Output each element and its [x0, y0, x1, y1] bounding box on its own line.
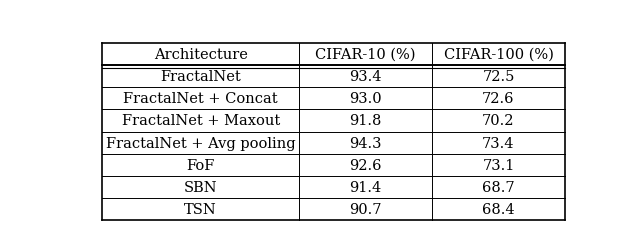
Text: 73.4: 73.4 — [482, 136, 515, 150]
Text: FractalNet + Concat: FractalNet + Concat — [124, 92, 278, 106]
Text: 91.8: 91.8 — [349, 114, 381, 128]
Text: FractalNet: FractalNet — [160, 70, 241, 84]
Text: 91.4: 91.4 — [349, 180, 381, 194]
Text: 72.6: 72.6 — [482, 92, 515, 106]
Text: FractalNet + Avg pooling: FractalNet + Avg pooling — [106, 136, 296, 150]
Text: TSN: TSN — [184, 202, 217, 216]
Text: Architecture: Architecture — [154, 48, 248, 62]
Text: 93.0: 93.0 — [349, 92, 381, 106]
Text: 68.4: 68.4 — [482, 202, 515, 216]
Text: 90.7: 90.7 — [349, 202, 381, 216]
Text: 92.6: 92.6 — [349, 158, 381, 172]
Text: 70.2: 70.2 — [482, 114, 515, 128]
Text: CIFAR-100 (%): CIFAR-100 (%) — [444, 48, 554, 62]
Text: 94.3: 94.3 — [349, 136, 381, 150]
Text: FoF: FoF — [186, 158, 215, 172]
Text: 93.4: 93.4 — [349, 70, 381, 84]
Text: 68.7: 68.7 — [482, 180, 515, 194]
Text: 72.5: 72.5 — [483, 70, 515, 84]
Text: CIFAR-10 (%): CIFAR-10 (%) — [315, 48, 415, 62]
Text: 73.1: 73.1 — [483, 158, 515, 172]
Text: SBN: SBN — [184, 180, 218, 194]
Text: FractalNet + Maxout: FractalNet + Maxout — [122, 114, 280, 128]
